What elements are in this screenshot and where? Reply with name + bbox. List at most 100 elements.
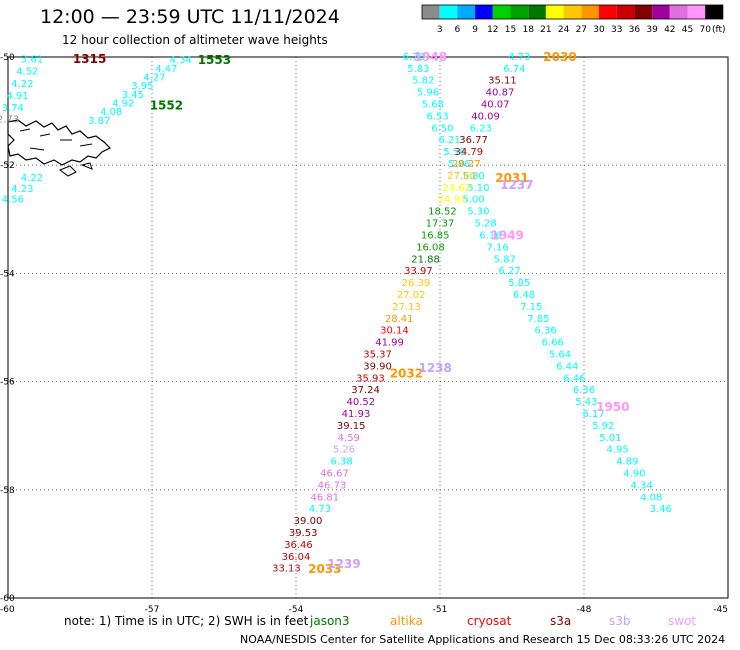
legend-swatch: [492, 5, 511, 19]
wave-height-value: 7.16: [486, 242, 508, 253]
wave-height-value: 5.87: [494, 254, 516, 265]
wave-height-value: 16.85: [421, 230, 450, 241]
legend-swatch: [545, 5, 564, 19]
wave-height-value: 4.95: [606, 445, 628, 456]
wave-height-value: 6.66: [542, 338, 564, 349]
wave-height-value: 5.30: [467, 207, 489, 218]
wave-height-value: 39.53: [289, 528, 318, 539]
legend-swatch: [581, 5, 599, 19]
wave-height-value: 4.23: [11, 184, 33, 195]
pass-label: 2033: [308, 562, 341, 576]
wave-height-value: 6.36: [573, 385, 595, 396]
pass-label: 1315: [73, 52, 106, 66]
wave-height-value: 4.47: [155, 64, 177, 75]
legend-swatch: [687, 5, 706, 19]
wave-height-value: 24.62: [442, 183, 471, 194]
wave-height-value: 3.95: [131, 81, 153, 92]
wave-height-value: 39.90: [363, 361, 392, 372]
wave-height-value: 4.22: [21, 173, 43, 184]
wave-height-value: 4.92: [112, 98, 134, 109]
legend-swatch: [422, 5, 440, 19]
wave-height-value: 7.85: [527, 314, 549, 325]
wave-height-value: 35.93: [356, 373, 385, 384]
map-grid: [7, 56, 729, 599]
legend-label: 45: [682, 25, 693, 35]
legend-label: 30: [593, 25, 605, 35]
wave-height-value: 5.92: [592, 421, 614, 432]
wave-height-value: 17.37: [426, 219, 455, 230]
wave-height-value: 6.74: [503, 64, 525, 75]
pass-label: 1237: [500, 178, 533, 192]
wave-height-value: 5.28: [474, 219, 496, 230]
wave-height-value: 35.11: [488, 76, 517, 87]
lon-tick-label: -48: [577, 605, 592, 615]
wave-height-value: 4.27: [143, 72, 165, 83]
satellite-name: s3a: [550, 614, 571, 628]
wave-height-value: 6.38: [330, 457, 352, 468]
lon-tick-label: -60: [0, 605, 15, 615]
satellite-name: altika: [390, 614, 423, 628]
legend-swatch: [652, 5, 670, 19]
wave-height-value: 27.02: [397, 290, 426, 301]
pass-label: 1553: [198, 53, 231, 67]
wave-height-value: 6.44: [556, 361, 578, 372]
pass-label: 2031: [495, 171, 528, 185]
legend-label: 9: [472, 25, 478, 35]
legend-label: 36: [629, 25, 641, 35]
wave-height-value: 4.56: [2, 195, 24, 206]
wave-height-value: 3.45: [122, 90, 144, 101]
legend-swatch: [634, 5, 653, 19]
legend-label: 33: [611, 25, 622, 35]
wave-height-value: 21.88: [411, 254, 440, 265]
lat-tick-label: -52: [0, 161, 15, 171]
wave-height-value: 3.46: [650, 504, 672, 515]
wave-height-value: 5.68: [422, 100, 444, 111]
color-legend: 3 6 9 12 15 18 21 24 27 30 33 36 39 42 45 70 (ft): [421, 4, 726, 35]
wave-height-value: 36.77: [459, 135, 488, 146]
wave-height-value: 46.73: [318, 480, 347, 491]
track-1553: 3.614.524.224.913.742.734.224.234.564.34…: [0, 55, 192, 206]
wave-height-value: 5.83: [407, 64, 429, 75]
wave-height-value: 34.79: [454, 147, 483, 158]
wave-height-value: 3.74: [2, 103, 24, 114]
legend-frame: [421, 4, 724, 20]
wave-height-value: 4.59: [338, 433, 360, 444]
wave-height-value: 5.64: [549, 349, 571, 360]
wave-height-value: 7.15: [520, 302, 542, 313]
wave-height-value: 3.87: [88, 116, 110, 127]
wave-height-value: 6.48: [513, 290, 535, 301]
legend-label: 24: [558, 25, 570, 35]
pass-label: 1950: [596, 400, 629, 414]
wave-height-value: 5.96: [417, 88, 439, 99]
pass-label: 1552: [150, 99, 183, 113]
wave-height-value: 41.93: [342, 409, 371, 420]
track-1948: 6.785.835.825.965.686.536.506.215.585.86…: [402, 52, 671, 515]
wave-height-value: 36.46: [284, 540, 313, 551]
wave-height-value: 6.27: [498, 266, 520, 277]
legend-swatch: [528, 5, 546, 19]
wave-height-value: 6.17: [582, 409, 604, 420]
satellite-name: swot: [668, 614, 696, 628]
wave-height-value: 40.52: [346, 397, 375, 408]
lon-tick-label: -45: [713, 605, 728, 615]
wave-height-value: 46.81: [310, 492, 339, 503]
legend-label: 70: [699, 25, 711, 35]
legend-label: 15: [505, 25, 516, 35]
pass-label: 2030: [543, 50, 576, 64]
legend-swatch: [599, 5, 617, 19]
wave-height-value: 40.07: [481, 100, 510, 111]
wave-height-value: 6.78: [402, 52, 424, 63]
wave-height-value: 40.87: [486, 88, 515, 99]
pass-label: 1239: [327, 557, 360, 571]
wave-height-value: 39.15: [337, 421, 366, 432]
wave-height-value: 4.73: [309, 504, 331, 515]
wave-height-value: 33.13: [272, 564, 301, 575]
wave-height-value: 27.13: [392, 302, 421, 313]
wave-height-value: 6.50: [431, 123, 453, 134]
map-title: 12:00 — 23:59 UTC 11/11/2024: [40, 6, 340, 28]
satellite-name: jason3: [309, 614, 350, 628]
wave-height-value: 5.26: [333, 445, 355, 456]
legend-label: 39: [646, 25, 658, 35]
lat-tick-label: -50: [0, 53, 15, 63]
credit-line: NOAA/NESDIS Center for Satellite Applica…: [240, 633, 726, 646]
